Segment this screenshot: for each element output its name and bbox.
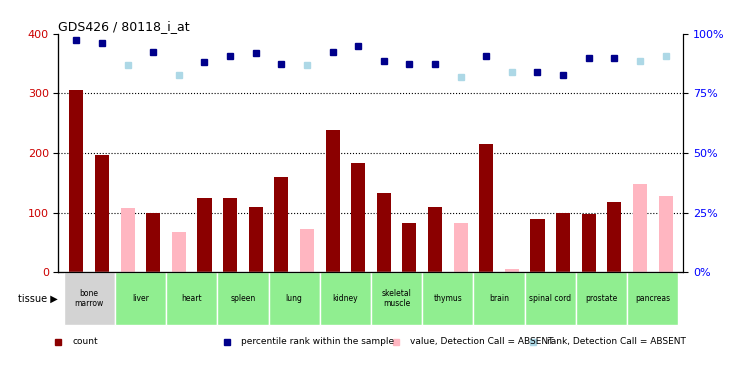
Text: liver: liver <box>132 294 149 303</box>
Text: lung: lung <box>286 294 303 303</box>
Bar <box>525 272 576 325</box>
Bar <box>300 229 314 272</box>
Text: thymus: thymus <box>433 294 462 303</box>
Text: rank, Detection Call = ABSENT: rank, Detection Call = ABSENT <box>548 337 686 346</box>
Bar <box>95 155 109 272</box>
Bar <box>223 198 237 272</box>
Bar <box>268 272 319 325</box>
Text: kidney: kidney <box>333 294 358 303</box>
Bar <box>351 163 366 272</box>
Bar <box>172 232 186 272</box>
Text: tissue ▶: tissue ▶ <box>18 293 58 303</box>
Text: skeletal
muscle: skeletal muscle <box>382 289 412 308</box>
Text: value, Detection Call = ABSENT: value, Detection Call = ABSENT <box>410 337 553 346</box>
Bar <box>121 208 135 272</box>
Bar <box>166 272 217 325</box>
Bar <box>659 196 673 272</box>
Bar <box>69 90 83 272</box>
Bar <box>371 272 423 325</box>
Bar <box>376 193 391 272</box>
Bar <box>627 272 678 325</box>
Bar <box>505 269 519 272</box>
Text: pancreas: pancreas <box>635 294 670 303</box>
Bar <box>115 272 166 325</box>
Bar <box>64 272 115 325</box>
Bar <box>474 272 525 325</box>
Bar <box>633 184 647 272</box>
Text: heart: heart <box>181 294 202 303</box>
Bar <box>454 223 468 272</box>
Bar <box>146 213 160 272</box>
Bar <box>325 130 340 272</box>
Text: percentile rank within the sample: percentile rank within the sample <box>241 337 394 346</box>
Bar <box>556 213 570 272</box>
Text: bone
marrow: bone marrow <box>75 289 104 308</box>
Text: spinal cord: spinal cord <box>529 294 572 303</box>
Bar <box>423 272 474 325</box>
Text: count: count <box>72 337 98 346</box>
Bar <box>582 214 596 272</box>
Bar <box>607 202 621 272</box>
Bar <box>249 207 262 272</box>
Text: GDS426 / 80118_i_at: GDS426 / 80118_i_at <box>58 20 190 33</box>
Bar <box>319 272 371 325</box>
Bar <box>274 177 288 272</box>
Text: brain: brain <box>489 294 509 303</box>
Text: prostate: prostate <box>586 294 618 303</box>
Bar <box>576 272 627 325</box>
Bar <box>531 219 545 272</box>
Bar <box>428 207 442 272</box>
Bar <box>217 272 268 325</box>
Bar <box>197 198 211 272</box>
Text: spleen: spleen <box>230 294 256 303</box>
Bar <box>480 144 493 272</box>
Bar <box>402 223 417 272</box>
